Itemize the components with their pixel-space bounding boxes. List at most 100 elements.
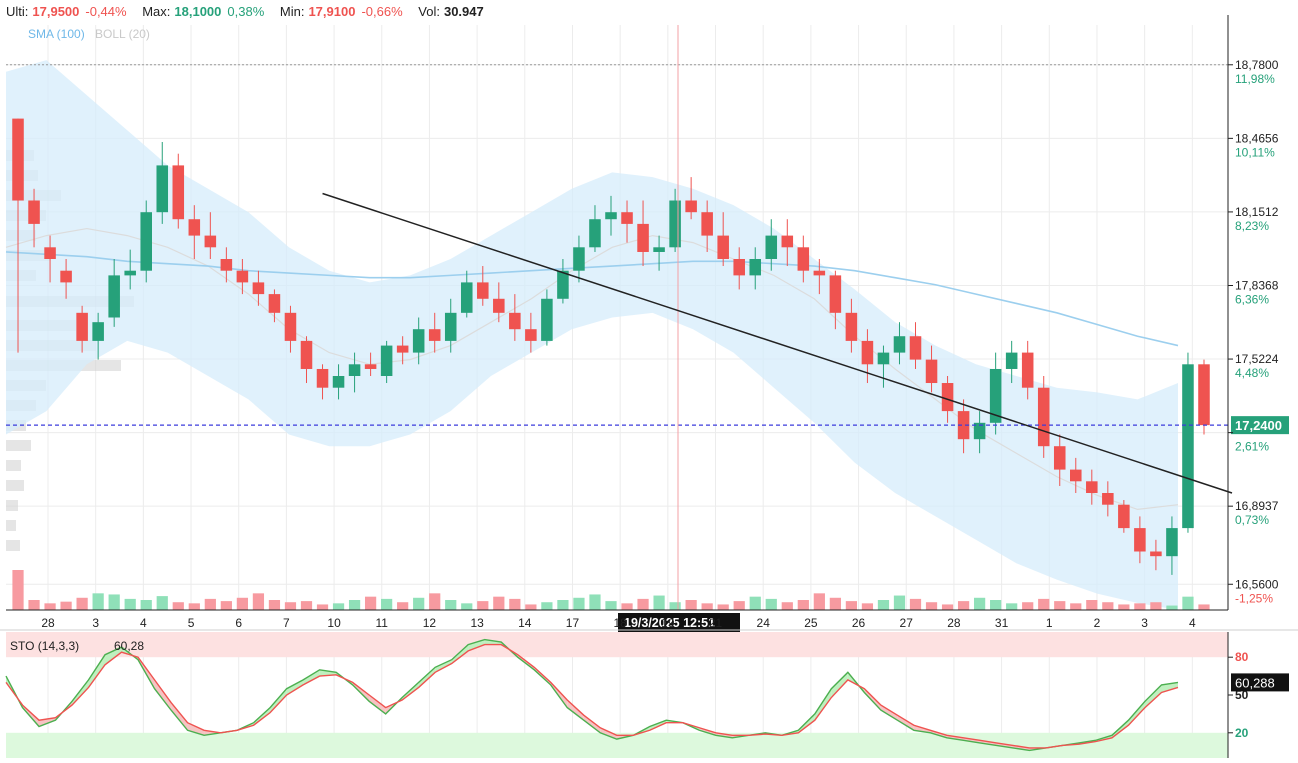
candle-body bbox=[877, 352, 890, 365]
pct-tick-label: 10,11% bbox=[1235, 145, 1275, 159]
candle-body bbox=[941, 383, 954, 412]
volume-bar bbox=[990, 600, 1002, 610]
volume-bar bbox=[1006, 603, 1018, 610]
candlesticks bbox=[12, 118, 1210, 575]
volume-bar bbox=[957, 601, 970, 610]
volume-bar bbox=[429, 593, 441, 610]
volume-profile-bar bbox=[6, 460, 21, 471]
stoch-fill bbox=[270, 688, 287, 713]
x-tick-label: 7 bbox=[283, 616, 290, 630]
volume-bar bbox=[861, 603, 874, 610]
candle-body bbox=[156, 165, 169, 213]
candle-body bbox=[1134, 528, 1146, 552]
volume-bar bbox=[332, 603, 345, 610]
volume-profile-bar bbox=[6, 520, 16, 531]
volume-bar bbox=[364, 596, 377, 610]
candle-body bbox=[1005, 352, 1018, 369]
volume-bar bbox=[1198, 604, 1210, 610]
volume-bar bbox=[509, 598, 521, 610]
x-tick-label: 13 bbox=[470, 616, 484, 630]
pct-tick-label: 6,36% bbox=[1235, 292, 1269, 306]
stochastic-panel: 80 50 20 60,288 bbox=[0, 629, 1298, 758]
x-tick-label: 5 bbox=[188, 616, 195, 630]
candle-body bbox=[1166, 528, 1178, 557]
candle-body bbox=[204, 235, 217, 248]
stoch-fill bbox=[1144, 684, 1162, 708]
price-tick-label: 16,8937 bbox=[1235, 499, 1279, 513]
bollinger-bands bbox=[5, 60, 1179, 611]
volume-value: 30.947 bbox=[443, 4, 484, 19]
overbought-zone bbox=[6, 632, 1228, 658]
volume-bar bbox=[941, 604, 954, 610]
volume-bar bbox=[877, 600, 890, 610]
volume-bar bbox=[541, 602, 553, 610]
stoch-fill bbox=[435, 659, 452, 673]
volume-bar bbox=[461, 603, 473, 610]
x-tick-label: 11 bbox=[376, 616, 389, 630]
crosshair-date-badge bbox=[618, 613, 740, 632]
candle-body bbox=[493, 298, 505, 313]
stoch-fill bbox=[1128, 701, 1145, 726]
x-tick-label: 24 bbox=[757, 616, 771, 630]
price-tick-label: 16,5600 bbox=[1235, 577, 1279, 591]
candle-body bbox=[717, 235, 729, 259]
volume-bar bbox=[493, 596, 505, 610]
stoch-fill bbox=[154, 679, 172, 711]
candle-body bbox=[172, 165, 185, 220]
volume-bar bbox=[381, 598, 393, 610]
candle-body bbox=[749, 259, 762, 276]
volume-bars bbox=[12, 570, 1210, 610]
candle-body bbox=[589, 219, 601, 248]
x-tick-label: 1 bbox=[1046, 616, 1053, 630]
candle-body bbox=[1198, 364, 1210, 426]
stoch-level-label: 20 bbox=[1235, 726, 1249, 740]
candle-body bbox=[1070, 469, 1082, 482]
price-tick-label: 18,7800 bbox=[1235, 58, 1279, 72]
min-value: 17,9100 bbox=[308, 4, 356, 19]
candle-body bbox=[845, 312, 858, 341]
volume-bar bbox=[1102, 602, 1114, 610]
x-tick-label: 4 bbox=[1189, 616, 1196, 630]
volume-bar bbox=[172, 602, 184, 610]
candle-body bbox=[829, 275, 842, 313]
volume-bar bbox=[156, 596, 168, 610]
x-tick-label: 19 bbox=[661, 616, 675, 630]
candle-body bbox=[861, 340, 874, 365]
volume-bar bbox=[12, 570, 24, 610]
volume-bar bbox=[188, 603, 200, 610]
sma-legend: SMA (100) bbox=[28, 27, 85, 41]
candle-body bbox=[621, 212, 633, 224]
candle-body bbox=[220, 259, 233, 271]
min-change: -0,66% bbox=[361, 4, 403, 19]
candle-body bbox=[605, 212, 617, 220]
stoch-fill bbox=[187, 722, 205, 736]
stoch-fill bbox=[286, 679, 304, 695]
candle-body bbox=[236, 270, 249, 283]
candle-body bbox=[557, 270, 569, 299]
volume-bar bbox=[397, 602, 409, 610]
volume-bar bbox=[316, 604, 329, 610]
volume-profile-bar bbox=[6, 540, 20, 551]
candle-body bbox=[477, 282, 489, 299]
candle-body bbox=[12, 118, 24, 201]
min-label: Min: bbox=[279, 4, 305, 19]
candle-body bbox=[268, 294, 281, 313]
stoch-fill bbox=[880, 705, 898, 721]
candle-body bbox=[28, 200, 40, 224]
candle-body bbox=[525, 329, 537, 341]
current-price-badge bbox=[1231, 416, 1289, 435]
volume-bar bbox=[653, 595, 665, 610]
volume-bar bbox=[525, 604, 537, 610]
candle-body bbox=[76, 312, 88, 341]
candle-body bbox=[797, 247, 810, 271]
candle-body bbox=[989, 368, 1002, 423]
stoch-value: 60,28 bbox=[114, 639, 144, 653]
volume-bar bbox=[413, 597, 425, 610]
volume-bar bbox=[925, 602, 938, 610]
volume-bar bbox=[909, 598, 922, 610]
boll-legend: BOLL (20) bbox=[95, 27, 150, 41]
max-change: 0,38% bbox=[227, 4, 265, 19]
last-value: 17,9500 bbox=[32, 4, 80, 19]
x-tick-label: 6 bbox=[235, 616, 242, 630]
